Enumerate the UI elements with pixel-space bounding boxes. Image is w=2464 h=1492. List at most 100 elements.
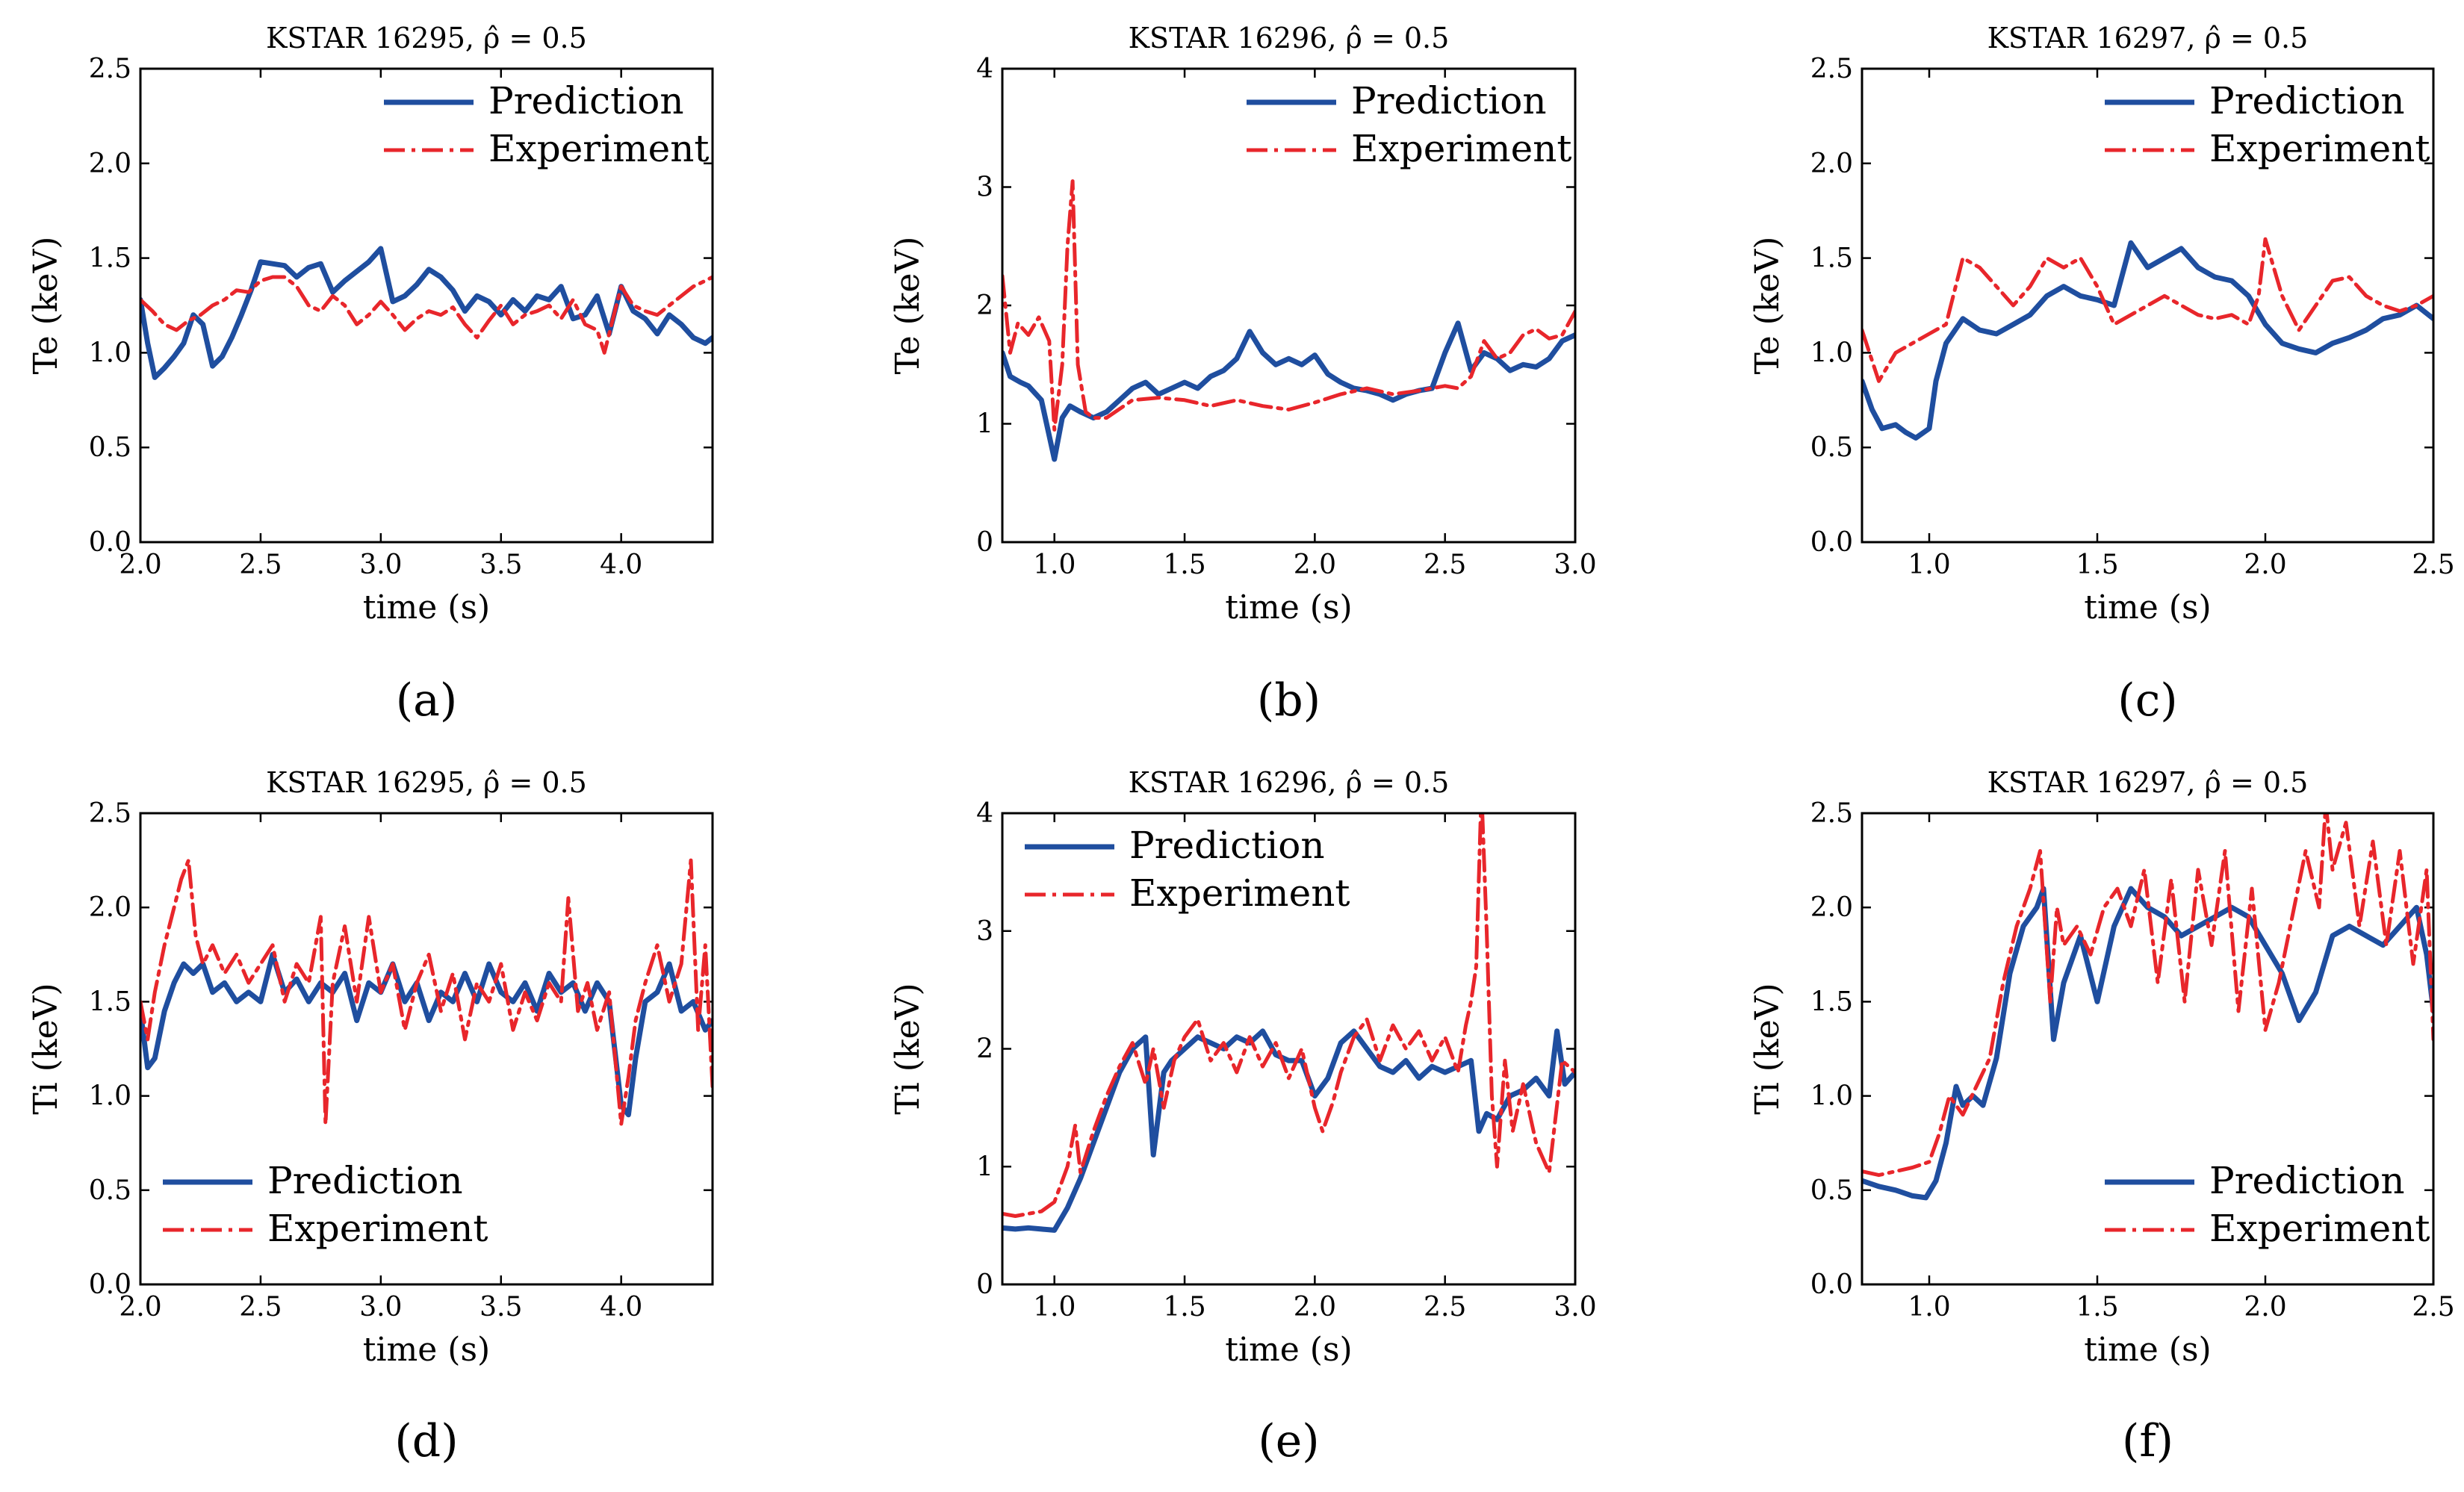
y-axis-label: Te (keV)	[1748, 237, 1787, 375]
prediction-line	[140, 951, 713, 1118]
x-tick-label: 1.5	[1163, 1292, 1205, 1322]
x-tick-label: 3.5	[480, 1292, 522, 1322]
prediction-line	[1002, 320, 1575, 462]
x-axis-label: time (s)	[1225, 588, 1352, 627]
legend-label-experiment: Experiment	[2209, 127, 2430, 170]
legend-label-experiment: Experiment	[1351, 127, 1571, 170]
chart-title: KSTAR 16297, ρ̂ = 0.5	[1987, 22, 2309, 55]
experiment-line	[1862, 813, 2433, 1178]
experiment-line	[1862, 237, 2433, 383]
plot-frame	[1861, 812, 2435, 1286]
x-axis-label: time (s)	[2084, 588, 2211, 627]
x-tick-label: 3.0	[1554, 550, 1596, 580]
x-tick-label: 2.5	[239, 1292, 282, 1322]
y-tick-label: 3	[976, 916, 993, 947]
y-tick-label: 4	[976, 54, 993, 84]
y-tick-label: 2.0	[1810, 149, 1853, 179]
chart-panel-4: KSTAR 16295, ρ̂ = 0.5 2.0 2.5 3.0 3.5 4.0 0.0 0…	[27, 766, 714, 1467]
chart-panel-6: KSTAR 16297, ρ̂ = 0.5 1.0 1.5 2.0 2.5 0.0 0.5 1…	[1748, 766, 2455, 1467]
chart-title: KSTAR 16297, ρ̂ = 0.5	[1987, 766, 2309, 799]
y-tick-label: 0.5	[89, 1175, 131, 1206]
y-tick-label: 1	[976, 1151, 993, 1182]
x-tick-label: 1.5	[2076, 550, 2118, 580]
x-axis-label: time (s)	[1225, 1331, 1352, 1369]
x-tick-label: 2.5	[2412, 550, 2454, 580]
x-tick-label: 1.0	[1033, 1292, 1076, 1322]
y-tick-label: 0.5	[1810, 432, 1853, 463]
x-axis-label: time (s)	[363, 588, 490, 627]
x-tick-label: 4.0	[600, 1292, 642, 1322]
legend-label-prediction: Prediction	[267, 1159, 463, 1202]
y-tick-label: 0	[976, 527, 993, 558]
y-tick-label: 2.5	[89, 54, 131, 84]
legend-label-prediction: Prediction	[2209, 79, 2405, 122]
y-tick-label: 0.5	[89, 432, 131, 463]
legend-label-prediction: Prediction	[1129, 824, 1325, 867]
chart-panel-2: KSTAR 16296, ρ̂ = 0.5 1.0 1.5 2.0 2.5 3.0 0 1 2 3…	[889, 22, 1597, 727]
x-tick-label: 2.0	[1294, 550, 1336, 580]
y-tick-label: 2	[976, 290, 993, 321]
legend-label-prediction: Prediction	[2209, 1159, 2405, 1202]
legend-label-experiment: Experiment	[267, 1207, 488, 1250]
y-tick-label: 1.5	[1810, 243, 1853, 274]
y-tick-label: 1.5	[89, 986, 131, 1017]
legend-label-experiment: Experiment	[2209, 1207, 2430, 1250]
experiment-line	[140, 858, 713, 1126]
x-axis-label: time (s)	[363, 1331, 490, 1369]
chart-panel-5: KSTAR 16296, ρ̂ = 0.5 1.0 1.5 2.0 2.5 3.0 0 1 2 3…	[889, 766, 1597, 1467]
plot-frame	[139, 67, 714, 544]
y-axis-label: Ti (keV)	[889, 983, 927, 1114]
y-tick-label: 1.0	[89, 1081, 131, 1112]
plot-frame	[1001, 812, 1577, 1286]
y-tick-label: 1.5	[1810, 986, 1853, 1017]
chart-title: KSTAR 16295, ρ̂ = 0.5	[266, 766, 587, 799]
y-tick-label: 2.0	[89, 149, 131, 179]
x-tick-label: 2.0	[2244, 550, 2286, 580]
subplot-label: (c)	[2117, 674, 2177, 727]
y-tick-label: 1.0	[1810, 1081, 1853, 1112]
x-tick-label: 1.5	[1163, 550, 1205, 580]
y-tick-label: 0.0	[1810, 1269, 1853, 1300]
x-tick-label: 3.5	[480, 550, 522, 580]
y-tick-label: 2.0	[1810, 892, 1853, 923]
plot-frame	[139, 812, 714, 1286]
y-tick-label: 0.0	[89, 527, 131, 558]
x-tick-label: 2.5	[1424, 1292, 1466, 1322]
plot-frame	[1861, 67, 2435, 544]
x-tick-label: 1.5	[2076, 1292, 2118, 1322]
prediction-line	[1862, 240, 2433, 441]
y-tick-label: 1.0	[89, 338, 131, 368]
x-tick-label: 3.0	[1554, 1292, 1596, 1322]
y-tick-label: 2.5	[1810, 54, 1853, 84]
x-tick-label: 3.0	[359, 550, 402, 580]
y-tick-label: 2.5	[89, 798, 131, 829]
experiment-line	[1002, 179, 1575, 432]
y-tick-label: 1	[976, 409, 993, 440]
legend-label-prediction: Prediction	[488, 79, 684, 122]
x-tick-label: 2.5	[2412, 1292, 2454, 1322]
experiment-line	[140, 275, 713, 355]
y-axis-label: Te (keV)	[889, 237, 927, 375]
chart-title: KSTAR 16296, ρ̂ = 0.5	[1129, 766, 1450, 799]
y-tick-label: 0	[976, 1269, 993, 1300]
legend-label-experiment: Experiment	[1129, 871, 1350, 915]
y-tick-label: 4	[976, 798, 993, 829]
subplot-label: (a)	[396, 674, 458, 727]
legend-label-prediction: Prediction	[1351, 79, 1547, 122]
x-tick-label: 2.5	[239, 550, 282, 580]
prediction-line	[1862, 886, 2433, 1201]
x-tick-label: 1.0	[1908, 550, 1950, 580]
x-tick-label: 2.0	[2244, 1292, 2286, 1322]
y-tick-label: 0.0	[1810, 527, 1853, 558]
x-tick-label: 1.0	[1033, 550, 1076, 580]
x-tick-label: 2.0	[1294, 1292, 1336, 1322]
legend-label-experiment: Experiment	[488, 127, 709, 170]
subplot-label: (f)	[2122, 1415, 2173, 1467]
y-tick-label: 2.0	[89, 892, 131, 923]
chart-panel-1: KSTAR 16295, ρ̂ = 0.5 2.0 2.5 3.0 3.5 4.0 0.0 0…	[27, 22, 714, 727]
x-tick-label: 4.0	[600, 550, 642, 580]
experiment-line	[1002, 813, 1575, 1218]
chart-title: KSTAR 16296, ρ̂ = 0.5	[1129, 22, 1450, 55]
chart-panel-3: KSTAR 16297, ρ̂ = 0.5 1.0 1.5 2.0 2.5 0.0 0.5 1…	[1748, 22, 2455, 727]
y-tick-label: 1.0	[1810, 338, 1853, 368]
